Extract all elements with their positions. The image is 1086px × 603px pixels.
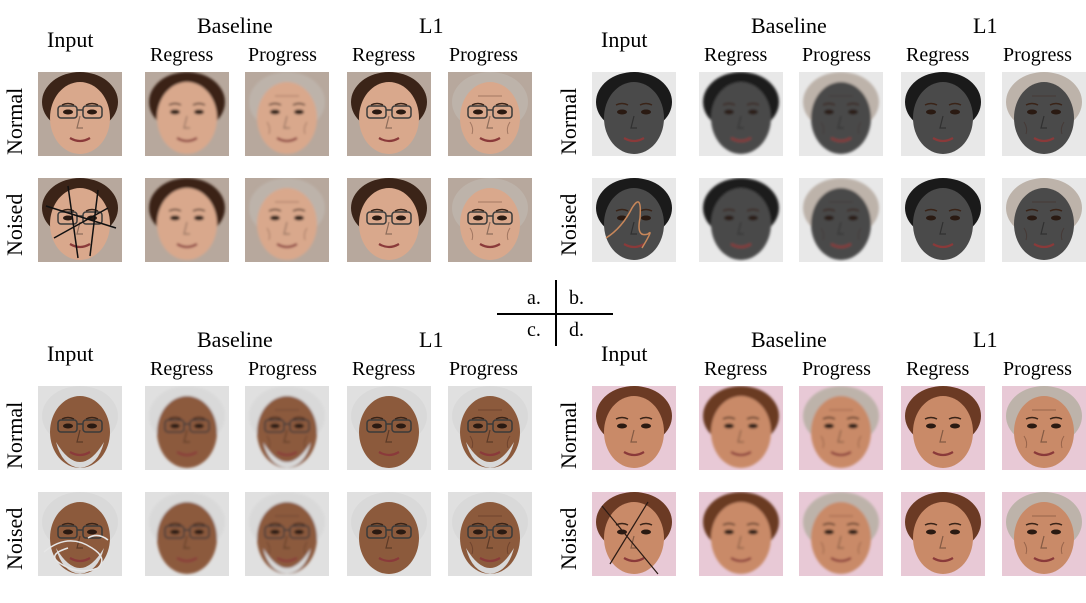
normal-face-input bbox=[38, 386, 122, 470]
header-baseline: Baseline bbox=[197, 13, 273, 38]
noised-face-input bbox=[592, 178, 676, 262]
noised-face-l1-regress bbox=[347, 492, 431, 576]
panel-a: Input Baseline L1 Regress Progress Regress Pro… bbox=[0, 0, 543, 289]
header-progress: Progress bbox=[449, 44, 518, 66]
row-label-noised: Noised bbox=[2, 193, 27, 256]
normal-face-l1-progress bbox=[448, 386, 532, 470]
header-baseline: Baseline bbox=[751, 327, 827, 352]
header-regress: Regress bbox=[704, 44, 768, 66]
row-label-noised: Noised bbox=[556, 193, 581, 256]
noised-face-l1-regress bbox=[901, 492, 985, 576]
header-progress: Progress bbox=[802, 358, 871, 380]
header-regress: Regress bbox=[150, 44, 214, 66]
header-regress: Regress bbox=[906, 44, 970, 66]
quadrant-label-b: b. bbox=[569, 287, 584, 309]
normal-face-baseline-progress bbox=[245, 386, 329, 470]
noised-face-input bbox=[38, 492, 122, 576]
row-label-normal: Normal bbox=[2, 87, 27, 155]
noised-face-baseline-regress bbox=[699, 178, 783, 262]
header-l1: L1 bbox=[419, 13, 444, 38]
header-regress: Regress bbox=[704, 358, 768, 380]
normal-face-l1-progress bbox=[1002, 72, 1086, 156]
header-progress: Progress bbox=[1003, 44, 1072, 66]
row-label-normal: Normal bbox=[556, 87, 581, 155]
panel-b: Input Baseline L1 Regress Progress Regress Pro… bbox=[554, 0, 1086, 289]
row-label-noised: Noised bbox=[556, 507, 581, 570]
noised-face-baseline-progress bbox=[245, 178, 329, 262]
noised-face-l1-progress bbox=[1002, 178, 1086, 262]
noised-face-l1-regress bbox=[347, 178, 431, 262]
normal-face-l1-regress bbox=[347, 72, 431, 156]
noised-face-baseline-regress bbox=[145, 178, 229, 262]
normal-face-baseline-progress bbox=[245, 72, 329, 156]
header-baseline: Baseline bbox=[751, 13, 827, 38]
header-progress: Progress bbox=[802, 44, 871, 66]
header-regress: Regress bbox=[150, 358, 214, 380]
quadrant-label-a: a. bbox=[527, 287, 541, 309]
header-input: Input bbox=[601, 27, 648, 52]
quadrant-axis-vertical bbox=[555, 280, 557, 346]
header-progress: Progress bbox=[449, 358, 518, 380]
header-l1: L1 bbox=[419, 327, 444, 352]
normal-face-baseline-regress bbox=[145, 72, 229, 156]
header-progress: Progress bbox=[248, 44, 317, 66]
normal-face-baseline-progress bbox=[799, 72, 883, 156]
quadrant-label-d: d. bbox=[569, 319, 584, 341]
normal-face-l1-regress bbox=[347, 386, 431, 470]
header-progress: Progress bbox=[1003, 358, 1072, 380]
normal-face-l1-progress bbox=[448, 72, 532, 156]
noised-face-l1-progress bbox=[448, 178, 532, 262]
noised-face-baseline-progress bbox=[799, 178, 883, 262]
panel-c: Input Baseline L1 Regress Progress Regress Pro… bbox=[0, 314, 543, 603]
normal-face-input bbox=[38, 72, 122, 156]
noised-face-baseline-progress bbox=[799, 492, 883, 576]
noised-face-l1-regress bbox=[901, 178, 985, 262]
panel-d: Input Baseline L1 Regress Progress Regress Pro… bbox=[554, 314, 1086, 603]
header-regress: Regress bbox=[906, 358, 970, 380]
header-regress: Regress bbox=[352, 358, 416, 380]
row-label-normal: Normal bbox=[556, 401, 581, 469]
noised-face-baseline-regress bbox=[699, 492, 783, 576]
normal-face-baseline-progress bbox=[799, 386, 883, 470]
noised-face-baseline-progress bbox=[245, 492, 329, 576]
row-label-noised: Noised bbox=[2, 507, 27, 570]
header-l1: L1 bbox=[973, 13, 998, 38]
normal-face-baseline-regress bbox=[699, 386, 783, 470]
header-input: Input bbox=[601, 341, 648, 366]
normal-face-input bbox=[592, 386, 676, 470]
noised-face-input bbox=[38, 178, 122, 262]
normal-face-input bbox=[592, 72, 676, 156]
normal-face-baseline-regress bbox=[145, 386, 229, 470]
header-progress: Progress bbox=[248, 358, 317, 380]
normal-face-baseline-regress bbox=[699, 72, 783, 156]
header-regress: Regress bbox=[352, 44, 416, 66]
normal-face-l1-regress bbox=[901, 386, 985, 470]
header-input: Input bbox=[47, 341, 94, 366]
normal-face-l1-regress bbox=[901, 72, 985, 156]
quadrant-label-c: c. bbox=[527, 319, 541, 341]
noised-face-l1-progress bbox=[1002, 492, 1086, 576]
header-baseline: Baseline bbox=[197, 327, 273, 352]
noised-face-l1-progress bbox=[448, 492, 532, 576]
noised-face-baseline-regress bbox=[145, 492, 229, 576]
normal-face-l1-progress bbox=[1002, 386, 1086, 470]
row-label-normal: Normal bbox=[2, 401, 27, 469]
noised-face-input bbox=[592, 492, 676, 576]
header-l1: L1 bbox=[973, 327, 998, 352]
header-input: Input bbox=[47, 27, 94, 52]
